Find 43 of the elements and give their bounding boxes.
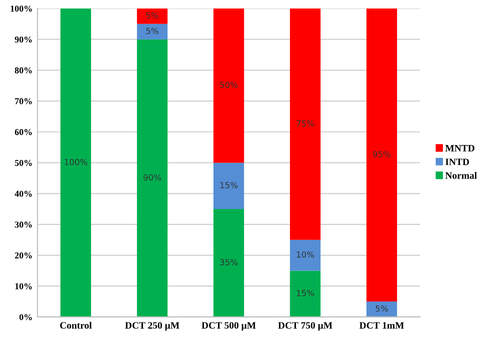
legend-label: Normal: [445, 172, 477, 179]
x-tick-label: Control: [60, 322, 92, 329]
x-tick-label: DCT 1mM: [359, 322, 404, 329]
bar: [213, 162, 244, 209]
y-tick-label: 100%: [10, 6, 32, 12]
data-label: 10%: [296, 251, 314, 258]
data-label: 15%: [296, 290, 314, 296]
bar: [290, 270, 321, 317]
x-tick-label: DCT 750 µM: [278, 322, 332, 331]
data-label: 5%: [376, 305, 388, 312]
bar: [213, 208, 244, 317]
bar: [136, 8, 168, 24]
bar: [290, 8, 321, 240]
bar: [213, 8, 244, 163]
y-tick-label: 80%: [14, 67, 32, 74]
legend-label: MNTD: [445, 145, 474, 152]
x-tick-label: DCT 500 µM: [202, 322, 256, 331]
y-tick-label: 0%: [19, 314, 32, 320]
y-tick-label: 40%: [14, 190, 32, 197]
data-label: 15%: [220, 182, 238, 188]
y-tick-label: 30%: [14, 222, 32, 228]
data-label: 75%: [296, 120, 314, 127]
data-label: 5%: [146, 12, 158, 19]
legend-label: INTD: [445, 158, 469, 166]
y-tick-label: 60%: [14, 129, 32, 136]
data-label: 100%: [64, 158, 88, 166]
bar: [366, 302, 398, 317]
x-tick-label: DCT 250 µM: [125, 322, 180, 331]
y-tick-label: 20%: [14, 252, 32, 259]
data-label: 90%: [144, 174, 162, 181]
bar: [366, 8, 398, 302]
data-label: 35%: [220, 259, 238, 266]
bar: [136, 24, 168, 40]
y-tick-label: 70%: [15, 98, 32, 104]
bar: [136, 39, 168, 317]
data-label: 95%: [373, 151, 391, 158]
y-tick-label: 90%: [14, 36, 32, 43]
y-tick-label: 10%: [15, 283, 32, 290]
bar: [60, 8, 92, 317]
data-label: 50%: [220, 82, 238, 88]
y-tick-label: 50%: [14, 160, 32, 166]
data-label: 5%: [146, 28, 158, 34]
bar: [290, 240, 321, 271]
